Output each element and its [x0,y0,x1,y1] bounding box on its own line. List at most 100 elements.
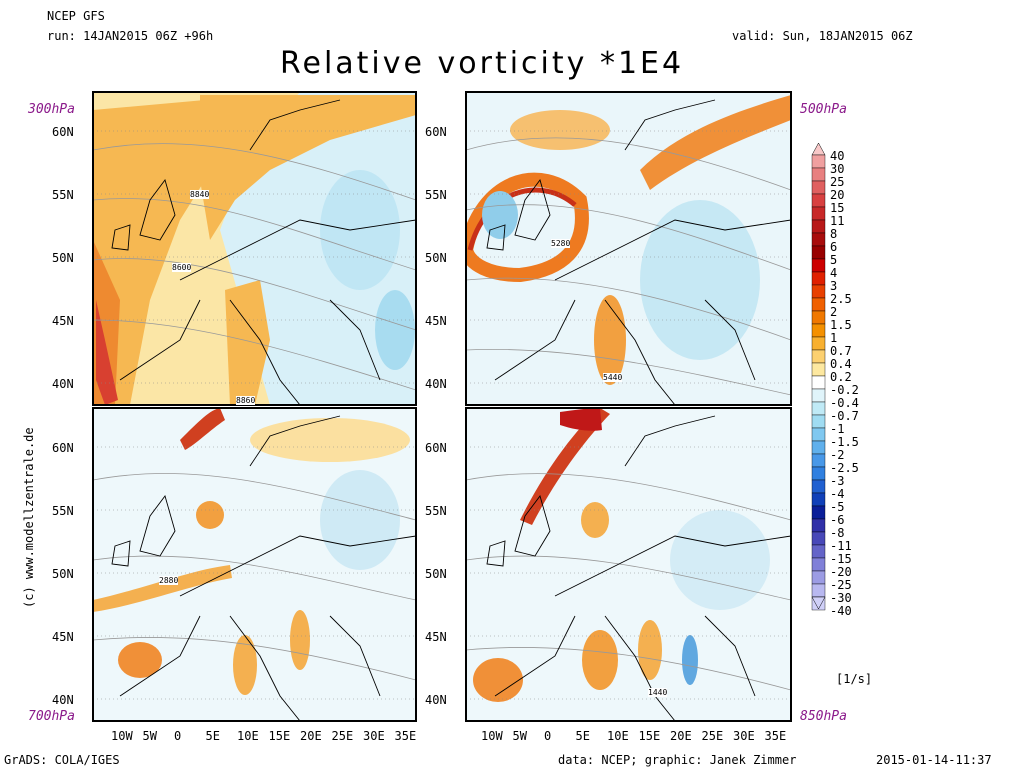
colorbar-swatch [811,245,826,260]
colorbar-label: -0.2 [830,383,859,397]
colorbar-swatch [811,349,826,364]
colorbar-label: -20 [830,565,852,579]
colorbar-swatch [811,167,826,182]
colorbar-label: -11 [830,539,852,553]
run-time: run: 14JAN2015 06Z +96h [47,29,214,43]
colorbar-label: 40 [830,149,845,163]
colorbar-label: -0.4 [830,396,859,410]
lat-tick-label: 40N [425,377,447,391]
panel-500hpa [466,92,791,405]
colorbar-swatch [811,271,826,286]
colorbar-label: 20 [830,188,845,202]
colorbar-swatch [811,583,826,598]
lat-tick-label: 55N [52,504,74,518]
lat-tick-label: 50N [52,567,74,581]
lon-tick-label: 0 [544,729,552,743]
contour-label: 8600 [172,263,192,272]
lat-tick-label: 60N [425,125,447,139]
colorbar-swatch [811,258,826,273]
colorbar-swatch [811,388,826,403]
colorbar-label: -1.5 [830,435,859,449]
colorbar-label: -4 [830,487,845,501]
colorbar-bottom-arrow [811,596,826,610]
contour-label: 8840 [190,190,210,199]
colorbar-label: -6 [830,513,845,527]
colorbar-swatch [811,466,826,481]
colorbar-swatch [811,284,826,299]
level-label-500: 500hPa [800,102,847,117]
contour-label: 2880 [159,576,179,585]
colorbar-swatch [811,427,826,442]
panel-frames [92,91,792,722]
colorbar-swatch [811,453,826,468]
colorbar-label: -5 [830,500,845,514]
colorbar-label: 1.5 [830,318,852,332]
colorbar-swatch [811,440,826,455]
lat-tick-label: 50N [52,251,74,265]
model-name: NCEP GFS [47,9,105,23]
lat-tick-label: 45N [425,314,447,328]
colorbar-label: 6 [830,240,838,254]
colorbar-units: [1/s] [836,672,873,686]
panel-700hpa [93,408,416,721]
colorbar-swatch [811,531,826,546]
level-label-300: 300hPa [28,102,75,117]
colorbar-label: 5 [830,253,838,267]
lat-tick-label: 60N [52,441,74,455]
lat-tick-label: 55N [425,504,447,518]
lon-tick-label: 5W [512,729,527,743]
level-label-850: 850hPa [800,709,847,724]
colorbar-label: -3 [830,474,845,488]
colorbar-swatch [811,362,826,377]
lon-tick-label: 30E [733,729,755,743]
valid-time: valid: Sun, 18JAN2015 06Z [732,29,913,43]
colorbar-swatch [811,570,826,585]
colorbar-label: 2.5 [830,292,852,306]
lat-tick-label: 40N [425,693,447,707]
colorbar-swatch [811,544,826,559]
lat-tick-label: 45N [52,630,74,644]
lon-tick-label: 25E [701,729,724,743]
contour-label: 5280 [551,239,571,248]
lon-tick-label: 35E [394,729,417,743]
colorbar-swatch [811,310,826,325]
lon-tick-label: 0 [174,729,182,743]
colorbar-label: 2 [830,305,838,319]
lon-tick-label: 20E [670,729,692,743]
lat-tick-label: 50N [425,251,447,265]
colorbar-swatch [811,180,826,195]
colorbar-label: 11 [830,214,845,228]
colorbar-label: 1 [830,331,838,345]
contour-label: 1440 [648,688,668,697]
panel-300hpa [93,92,416,405]
colorbar-label: 15 [830,201,845,215]
colorbar-label: -2 [830,448,845,462]
colorbar-label: 0.4 [830,357,852,371]
lat-tick-label: 55N [425,188,447,202]
coastlines [111,99,791,721]
lat-tick-label: 40N [52,377,74,391]
lat-tick-label: 45N [425,630,447,644]
lat-tick-label: 50N [425,567,447,581]
colorbar-label: -25 [830,578,852,592]
colorbar-swatch [811,193,826,208]
colorbar-swatch [811,206,826,221]
colorbar [811,142,826,611]
colorbar-swatch [811,479,826,494]
lat-tick-label: 60N [52,125,74,139]
colorbar-label: -2.5 [830,461,859,475]
colorbar-swatch [811,401,826,416]
lon-tick-label: 10E [237,729,259,743]
colorbar-label: -40 [830,604,852,618]
colorbar-swatch [811,414,826,429]
lon-tick-label: 25E [331,729,354,743]
colorbar-top-arrow [811,142,826,156]
lon-tick-label: 5E [575,729,590,743]
timestamp: 2015-01-14-11:37 [876,753,992,767]
colorbar-swatch [811,492,826,507]
height-contours [93,137,791,691]
colorbar-label: 0.2 [830,370,852,384]
colorbar-label: 25 [830,175,845,189]
colorbar-label: -0.7 [830,409,859,423]
